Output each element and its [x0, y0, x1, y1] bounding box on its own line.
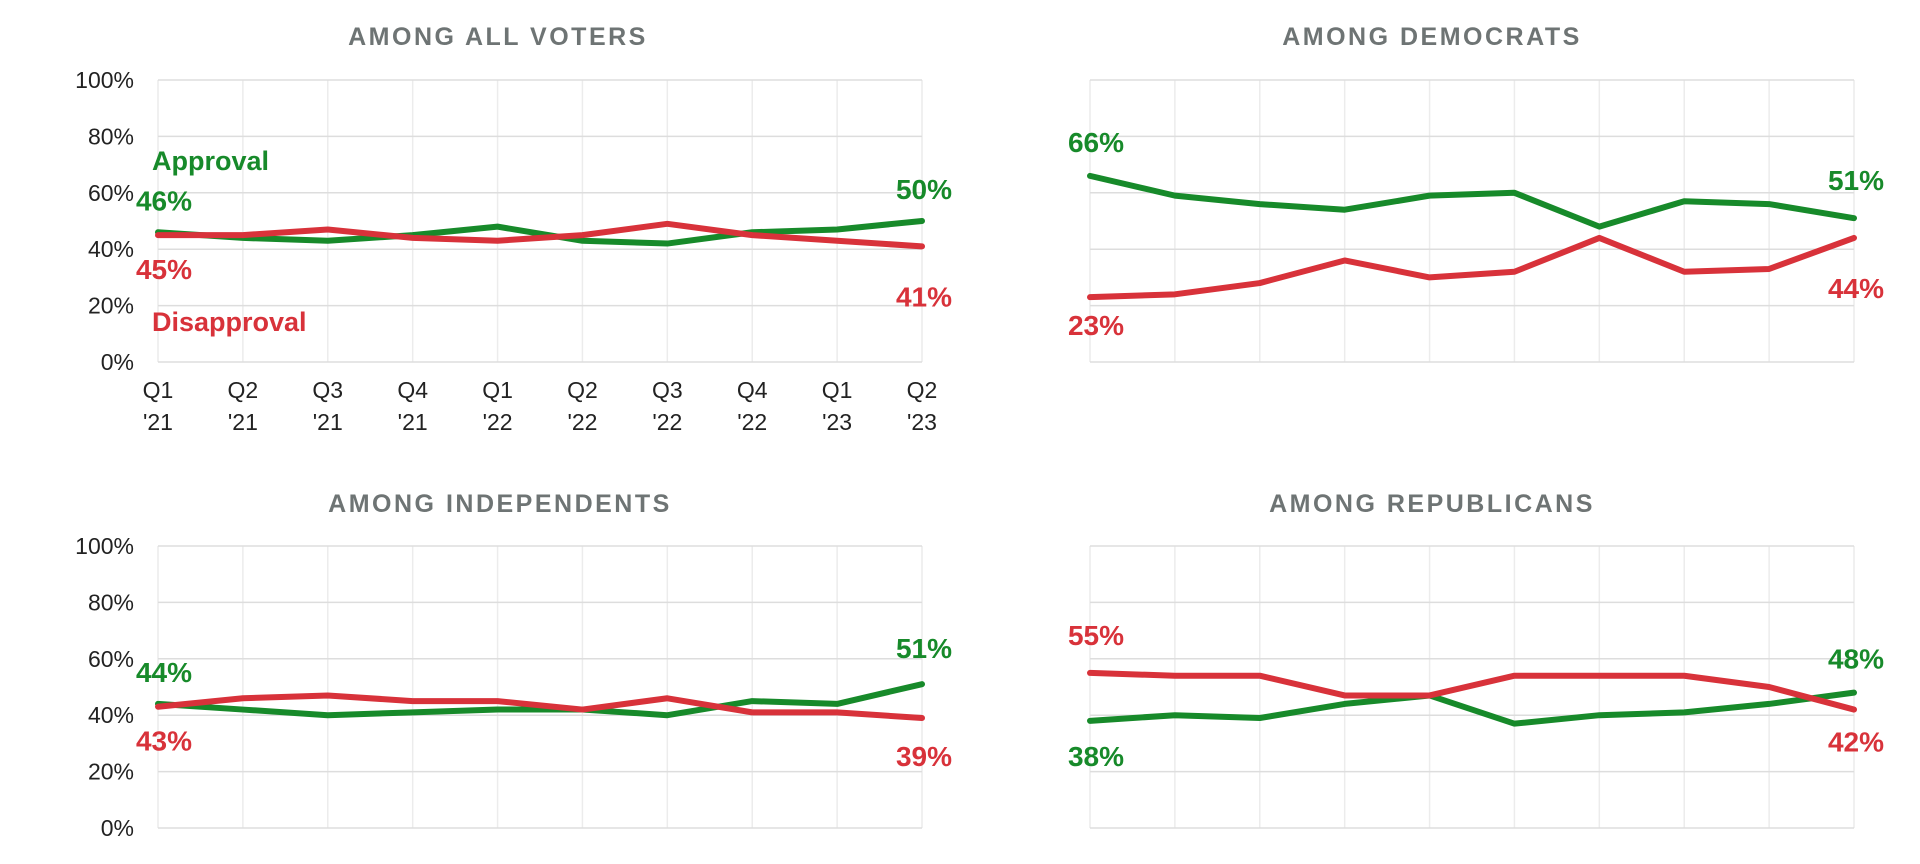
disapproval-line: [1087, 234, 1857, 301]
legend-approval: Approval: [152, 146, 269, 176]
approval-line: [1087, 172, 1857, 230]
y-tick-label: 0%: [101, 815, 134, 841]
disapproval-start-label: 43%: [136, 726, 192, 757]
approval-start-label: 66%: [1068, 127, 1124, 158]
x-tick-label-line: Q2: [907, 377, 938, 403]
y-tick-label: 100%: [75, 533, 134, 559]
y-tick-label: 40%: [88, 236, 134, 262]
x-tick-label: Q2'23: [907, 377, 938, 435]
x-tick-label-line: '22: [652, 409, 682, 435]
x-tick-label-line: Q2: [228, 377, 259, 403]
x-tick-label: Q2'21: [228, 377, 259, 435]
x-tick-label: Q4'22: [737, 377, 768, 435]
x-tick-label: Q1'23: [822, 377, 853, 435]
x-tick-label-line: '23: [822, 409, 852, 435]
chart-title: AMONG INDEPENDENTS: [328, 490, 672, 518]
chart-title: AMONG REPUBLICANS: [1269, 490, 1595, 518]
x-tick-label-line: '21: [313, 409, 343, 435]
y-tick-label: 40%: [88, 702, 134, 728]
x-tick-label-line: Q1: [482, 377, 513, 403]
y-tick-label: 80%: [88, 123, 134, 149]
chart-panel-3: AMONG INDEPENDENTS 0% 20% 40% 60% 80% 100% 44% 5…: [75, 490, 952, 841]
y-tick-label: 60%: [88, 646, 134, 672]
y-tick-label: 100%: [75, 67, 134, 93]
chart-panel-4: AMONG REPUBLICANS 38% 48% 55% 42%: [1068, 490, 1884, 829]
x-tick-label-line: '22: [483, 409, 513, 435]
disapproval-line: [1087, 669, 1857, 713]
disapproval-start-label: 45%: [136, 254, 192, 285]
y-tick-label: 80%: [88, 589, 134, 615]
x-tick-label: Q4'21: [397, 377, 428, 435]
approval-line: [1087, 689, 1857, 727]
disapproval-end-label: 41%: [896, 281, 952, 312]
chart-panel-1: AMONG ALL VOTERS0%20%40%60%80%100%Q1'21Q…: [75, 23, 952, 435]
chart-title: AMONG ALL VOTERS: [348, 23, 648, 51]
disapproval-end-label: 42%: [1828, 727, 1884, 758]
x-tick-label-line: '22: [737, 409, 767, 435]
x-tick-label: Q3'22: [652, 377, 683, 435]
disapproval-start-label: 55%: [1068, 620, 1124, 651]
x-tick-label-line: Q4: [397, 377, 428, 403]
x-tick-label-line: '22: [567, 409, 597, 435]
x-tick-label-line: Q1: [143, 377, 174, 403]
chart-title: AMONG DEMOCRATS: [1282, 23, 1582, 51]
approval-line: [155, 681, 925, 719]
x-tick-label-line: Q3: [652, 377, 683, 403]
disapproval-end-label: 44%: [1828, 273, 1884, 304]
x-tick-label-line: '21: [228, 409, 258, 435]
x-tick-label: Q1'22: [482, 377, 513, 435]
x-tick-label-line: '23: [907, 409, 937, 435]
approval-end-label: 51%: [896, 633, 952, 664]
disapproval-line: [155, 692, 925, 722]
x-tick-label: Q1'21: [143, 377, 174, 435]
x-tick-label-line: Q4: [737, 377, 768, 403]
x-tick-label-line: Q1: [822, 377, 853, 403]
x-tick-label-line: Q2: [567, 377, 598, 403]
disapproval-start-label: 23%: [1068, 310, 1124, 341]
chart-panel-2: AMONG DEMOCRATS 66% 51% 23% 44%: [1068, 23, 1884, 363]
x-tick-label-line: '21: [143, 409, 173, 435]
x-tick-label: Q2'22: [567, 377, 598, 435]
disapproval-line: [155, 220, 925, 250]
x-tick-label-line: '21: [398, 409, 428, 435]
y-tick-label: 20%: [88, 759, 134, 785]
approval-end-label: 51%: [1828, 165, 1884, 196]
x-tick-label-line: Q3: [312, 377, 343, 403]
approval-start-label: 44%: [136, 657, 192, 688]
legend-disapproval: Disapproval: [152, 307, 307, 337]
disapproval-end-label: 39%: [896, 741, 952, 772]
x-tick-label: Q3'21: [312, 377, 343, 435]
approval-line: [155, 218, 925, 247]
y-tick-label: 0%: [101, 349, 134, 375]
approval-start-label: 46%: [136, 185, 192, 216]
approval-end-label: 48%: [1828, 644, 1884, 675]
y-tick-label: 20%: [88, 293, 134, 319]
approval-end-label: 50%: [896, 174, 952, 205]
y-tick-label: 60%: [88, 180, 134, 206]
approval-start-label: 38%: [1068, 741, 1124, 772]
